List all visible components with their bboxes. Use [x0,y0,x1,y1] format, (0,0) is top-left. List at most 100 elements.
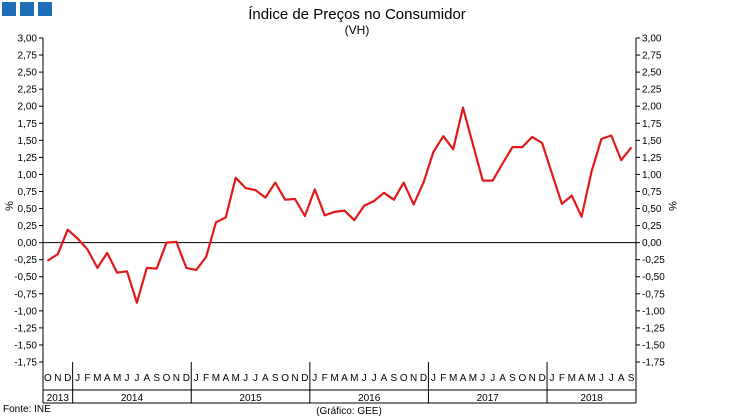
x-tick-label: O [400,373,408,384]
y-tick-label-right: 2,50 [642,68,662,79]
data-point [175,241,178,243]
x-tick-label: O [44,373,52,384]
x-tick-label: M [232,373,240,384]
y-tick-label-right: 2,25 [642,85,662,96]
x-tick-label: O [163,373,171,384]
data-point [501,162,504,165]
y-tick-label-right: -1,75 [642,358,665,369]
data-point [363,204,366,207]
x-tick-label: M [330,373,338,384]
data-point [590,170,593,173]
x-tick-label: F [440,373,446,384]
x-tick-label: M [350,373,358,384]
x-tick-label: A [223,373,230,384]
data-point [353,219,356,222]
y-tick-label-left: 0,25 [18,221,38,232]
x-tick-label: J [125,373,130,384]
data-point [254,189,257,192]
data-point [185,266,188,269]
data-point [521,146,524,149]
data-point [313,188,316,191]
y-tick-label-right: 0,75 [642,187,662,198]
x-tick-label: S [509,373,516,384]
data-point [600,138,603,140]
data-point [333,211,336,213]
y-tick-label-right: -1,00 [642,306,665,317]
data-point [47,259,49,262]
year-label: 2017 [477,393,500,404]
data-point [551,172,553,175]
y-tick-label-right: -0,75 [642,289,665,300]
data-point [491,179,494,182]
x-tick-label: S [628,373,635,384]
x-tick-label: D [420,373,427,384]
y-tick-label-right: -1,25 [642,323,665,334]
x-tick-label: D [183,373,190,384]
data-point [155,267,158,270]
x-tick-label: F [203,373,209,384]
x-tick-label: S [272,373,279,384]
x-tick-label: M [587,373,595,384]
x-tick-label: J [609,373,614,384]
x-tick-label: A [381,373,388,384]
x-tick-label: D [64,373,71,384]
y-tick-label-right: -0,50 [642,272,665,283]
data-point [511,146,514,149]
y-axis-label-right: % [666,201,678,211]
y-tick-label-right: -0,25 [642,255,665,266]
data-point [630,146,632,149]
year-label: 2013 [47,393,70,404]
y-tick-label-left: 0,00 [18,238,38,249]
data-point [432,151,435,153]
x-tick-label: J [480,373,485,384]
x-tick-label: A [143,373,150,384]
x-tick-label: J [431,373,436,384]
x-tick-label: A [499,373,506,384]
x-tick-label: J [253,373,258,384]
y-tick-label-right: -1,50 [642,340,665,351]
data-point [343,209,346,212]
y-tick-label-left: -1,00 [14,306,37,317]
x-tick-label: J [75,373,80,384]
y-tick-label-right: 2,00 [642,102,662,113]
y-tick-label-left: 1,50 [18,136,38,147]
data-point [541,142,544,144]
data-point [481,179,484,182]
year-label: 2018 [580,393,603,404]
x-tick-label: N [291,373,298,384]
data-point [442,135,445,138]
data-point [96,266,99,269]
data-point [412,203,415,206]
x-tick-label: J [243,373,248,384]
y-tick-label-left: -0,25 [14,255,37,266]
data-point [323,214,326,217]
data-point [126,270,128,273]
x-tick-label: S [391,373,398,384]
x-tick-label: J [312,373,317,384]
y-tick-label-left: 0,50 [18,204,38,215]
data-point [66,228,69,231]
y-tick-label-right: 0,25 [642,221,662,232]
y-tick-label-left: 3,00 [18,34,38,45]
x-tick-label: A [104,373,111,384]
x-tick-label: A [262,373,269,384]
logo-square [20,2,34,16]
y-tick-label-left: -0,50 [14,272,37,283]
x-tick-label: F [84,373,90,384]
x-tick-label: J [490,373,495,384]
data-point [215,221,217,224]
chart-subtitle: (VH) [345,23,370,37]
data-point [86,248,89,251]
data-point [205,256,207,258]
data-point [472,143,474,146]
x-tick-label: O [281,373,289,384]
data-point [570,194,573,197]
x-tick-label: F [559,373,565,384]
data-point [165,241,168,244]
credit-note: (Gráfico: GEE) [316,406,382,416]
x-tick-label: A [578,373,585,384]
x-tick-label: N [410,373,417,384]
y-tick-label-right: 0,00 [642,238,662,249]
year-label: 2015 [239,393,262,404]
